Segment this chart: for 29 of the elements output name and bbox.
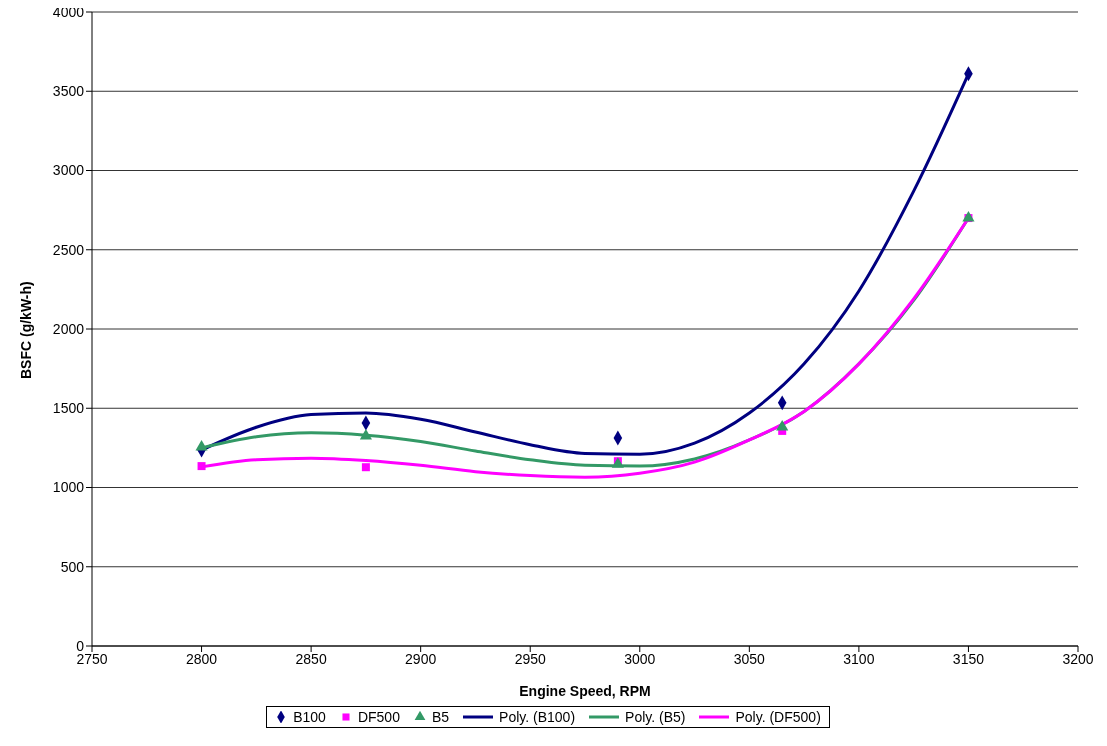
x-tick-label: 2850	[295, 650, 327, 667]
x-tick-label: 3150	[952, 650, 985, 667]
x-tick-label: 3000	[624, 650, 656, 667]
x-tick-label: 3100	[843, 650, 875, 667]
point	[195, 440, 208, 451]
x-tick-label: 3200	[1062, 650, 1094, 667]
legend-label: Poly. (B5)	[625, 709, 686, 725]
x-tick-label: 2900	[405, 650, 437, 667]
x-tick-label: 2800	[185, 650, 218, 667]
legend-label: B5	[431, 709, 450, 725]
point	[361, 463, 370, 472]
point	[197, 462, 206, 471]
y-tick-label: 3500	[52, 83, 85, 100]
y-tick-label: 4000	[52, 3, 85, 20]
y-tick-label: 2500	[52, 241, 85, 258]
x-axis-title: Engine Speed, RPM	[519, 683, 651, 699]
legend-label: Poly. (B100)	[499, 709, 576, 725]
y-axis-title: BSFC (g/kW-h)	[17, 281, 34, 379]
x-tick-label: 3050	[733, 650, 766, 667]
y-tick-label: 1500	[52, 400, 85, 417]
y-tick-label: 2000	[52, 320, 85, 337]
legend-label: Poly. (DF500)	[735, 709, 821, 725]
legend-label: DF500	[357, 709, 400, 725]
y-tick-label: 500	[60, 558, 85, 575]
legend-label: B100	[293, 709, 326, 725]
y-tick-label: 1000	[52, 479, 85, 496]
point	[776, 419, 789, 431]
y-tick-label: 3000	[52, 162, 85, 179]
x-tick-label: 2950	[514, 650, 546, 667]
